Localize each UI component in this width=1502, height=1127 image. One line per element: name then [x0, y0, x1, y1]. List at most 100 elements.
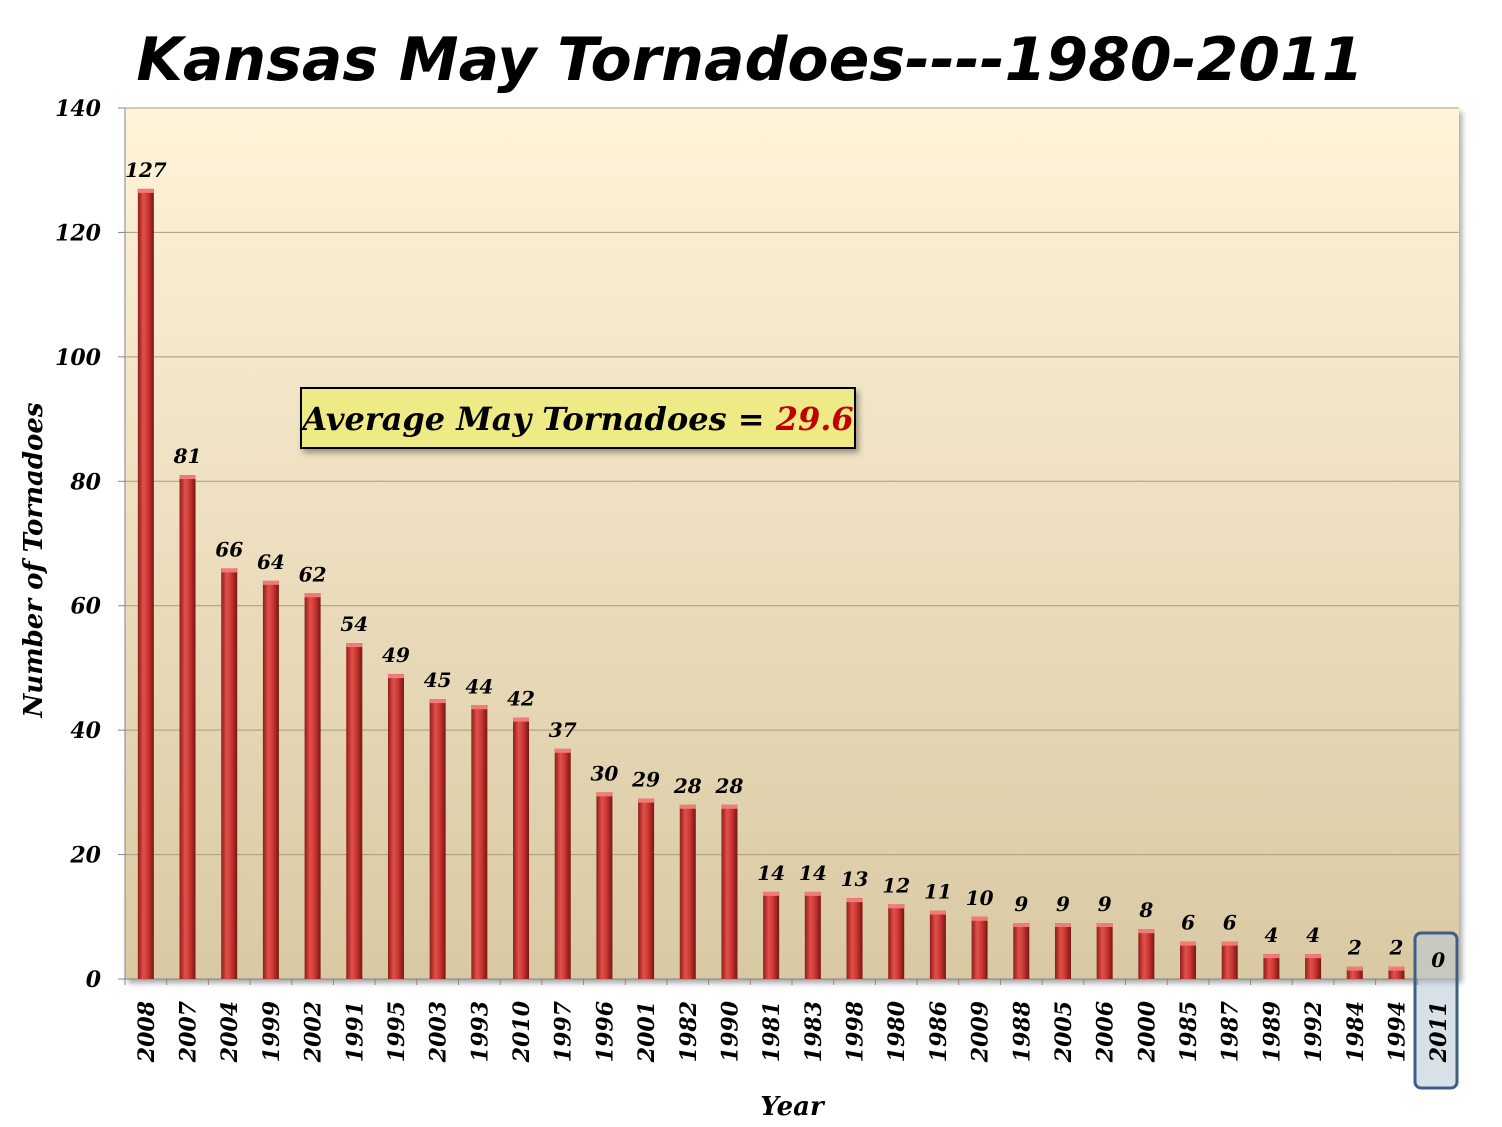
- bar-cap-1988: [1013, 923, 1030, 928]
- data-label-1988: 9: [1014, 892, 1028, 916]
- bar-cap-1981: [763, 891, 780, 896]
- bar-cap-1997: [554, 748, 571, 753]
- bar-cap-2010: [513, 717, 530, 722]
- bar-2004: [221, 568, 238, 979]
- data-label-1990: 28: [715, 774, 744, 798]
- x-tick-label-2004: 2004: [217, 1001, 243, 1063]
- x-axis-title: Year: [760, 1092, 826, 1122]
- bar-1982: [679, 804, 696, 979]
- bar-cap-1998: [846, 898, 863, 903]
- bar-cap-1996: [596, 792, 613, 797]
- x-tick-label-1994: 1994: [1384, 1001, 1410, 1062]
- plot-area: [125, 108, 1459, 979]
- bar-cap-1989: [1263, 954, 1280, 959]
- data-label-2006: 9: [1098, 892, 1112, 916]
- x-tick-label-2005: 2005: [1051, 1001, 1077, 1063]
- bar-1988: [1013, 923, 1030, 979]
- bar-cap-1982: [679, 804, 696, 809]
- bar-2002: [304, 593, 321, 979]
- data-label-1981: 14: [757, 861, 785, 885]
- bar-1996: [596, 792, 613, 979]
- bar-cap-1987: [1221, 941, 1238, 946]
- chart-title: Kansas May Tornadoes----1980-2011: [136, 25, 1363, 95]
- y-tick-label: 20: [69, 843, 101, 869]
- x-tick-label-1999: 1999: [259, 1001, 285, 1062]
- bar-2003: [429, 699, 446, 979]
- bar-cap-1995: [387, 674, 404, 679]
- bar-cap-2007: [179, 475, 196, 480]
- data-label-1989: 4: [1264, 923, 1278, 947]
- bar-1990: [721, 804, 738, 979]
- bar-cap-1994: [1388, 966, 1405, 971]
- x-tick-label-2002: 2002: [301, 1001, 327, 1063]
- x-tick-label-1993: 1993: [467, 1001, 493, 1062]
- x-tick-label-1996: 1996: [592, 1001, 618, 1062]
- bar-cap-1985: [1180, 941, 1197, 946]
- bar-cap-1990: [721, 804, 738, 809]
- data-label-1982: 28: [673, 774, 702, 798]
- y-tick-label: 80: [69, 469, 101, 495]
- data-label-1998: 13: [841, 867, 869, 891]
- bar-2007: [179, 475, 196, 979]
- average-value: 29.6: [775, 400, 854, 438]
- bar-1981: [763, 891, 780, 979]
- data-label-2011: 0: [1431, 948, 1445, 972]
- bar-1995: [387, 674, 404, 979]
- bar-cap-1999: [262, 580, 279, 585]
- x-tick-label-1988: 1988: [1009, 1001, 1035, 1062]
- data-label-2010: 42: [507, 687, 535, 711]
- x-tick-label-2011: 2011: [1426, 1001, 1452, 1063]
- x-tick-label-1983: 1983: [801, 1001, 827, 1062]
- bar-1991: [346, 643, 363, 979]
- y-tick-label: 60: [70, 594, 101, 620]
- bar-cap-2006: [1096, 923, 1113, 928]
- bar-2000: [1138, 929, 1155, 979]
- y-tick-label: 40: [70, 718, 101, 744]
- x-tick-label-2008: 2008: [134, 1001, 160, 1063]
- bar-cap-1980: [888, 904, 905, 909]
- average-label: Average May Tornadoes =: [299, 400, 775, 438]
- x-tick-label-1985: 1985: [1176, 1001, 1202, 1062]
- data-label-1997: 37: [549, 718, 577, 742]
- bar-1992: [1305, 954, 1322, 979]
- x-tick-label-2001: 2001: [634, 1001, 660, 1063]
- x-axis-ticks: 2008 2007 2004 1999 2002 1991 1995 2003 1993 2010…: [124, 979, 1452, 1063]
- bar-cap-2000: [1138, 929, 1155, 934]
- bar-cap-1983: [804, 891, 821, 896]
- data-label-2001: 29: [631, 768, 660, 792]
- bar-2005: [1054, 923, 1071, 979]
- data-label-1986: 11: [924, 880, 952, 904]
- data-label-2000: 8: [1138, 898, 1153, 922]
- x-tick-label-1991: 1991: [342, 1001, 368, 1062]
- bars: [137, 188, 1405, 980]
- x-tick-label-2000: 2000: [1134, 1000, 1160, 1063]
- average-annotation-text: Average May Tornadoes = 29.6: [299, 400, 853, 438]
- x-tick-label-1998: 1998: [843, 1001, 869, 1062]
- data-label-1985: 6: [1181, 911, 1195, 935]
- data-label-2002: 62: [299, 562, 327, 586]
- bar-cap-2004: [221, 568, 238, 573]
- bar-cap-2001: [638, 798, 655, 803]
- data-label-1995: 49: [382, 643, 410, 667]
- y-tick-label: 0: [86, 967, 102, 993]
- average-annotation: Average May Tornadoes = 29.6: [299, 387, 856, 449]
- x-tick-label-1995: 1995: [384, 1001, 410, 1062]
- bar-2009: [971, 916, 988, 979]
- x-tick-label-2009: 2009: [968, 1001, 994, 1063]
- data-label-2004: 66: [215, 537, 243, 561]
- bar-1983: [804, 891, 821, 979]
- x-tick-label-1997: 1997: [551, 1000, 577, 1062]
- bar-1998: [846, 898, 863, 979]
- data-label-2007: 81: [173, 444, 202, 468]
- x-tick-label-1980: 1980: [884, 1000, 910, 1062]
- x-tick-label-1982: 1982: [676, 1001, 702, 1062]
- bar-cap-2008: [137, 188, 154, 193]
- bar-cap-1984: [1346, 966, 1363, 971]
- x-tick-label-1987: 1987: [1218, 1000, 1244, 1062]
- x-tick-label-1989: 1989: [1259, 1001, 1285, 1062]
- bar-2001: [638, 798, 655, 979]
- data-label-2003: 45: [424, 668, 452, 692]
- bar-cap-1991: [346, 643, 363, 648]
